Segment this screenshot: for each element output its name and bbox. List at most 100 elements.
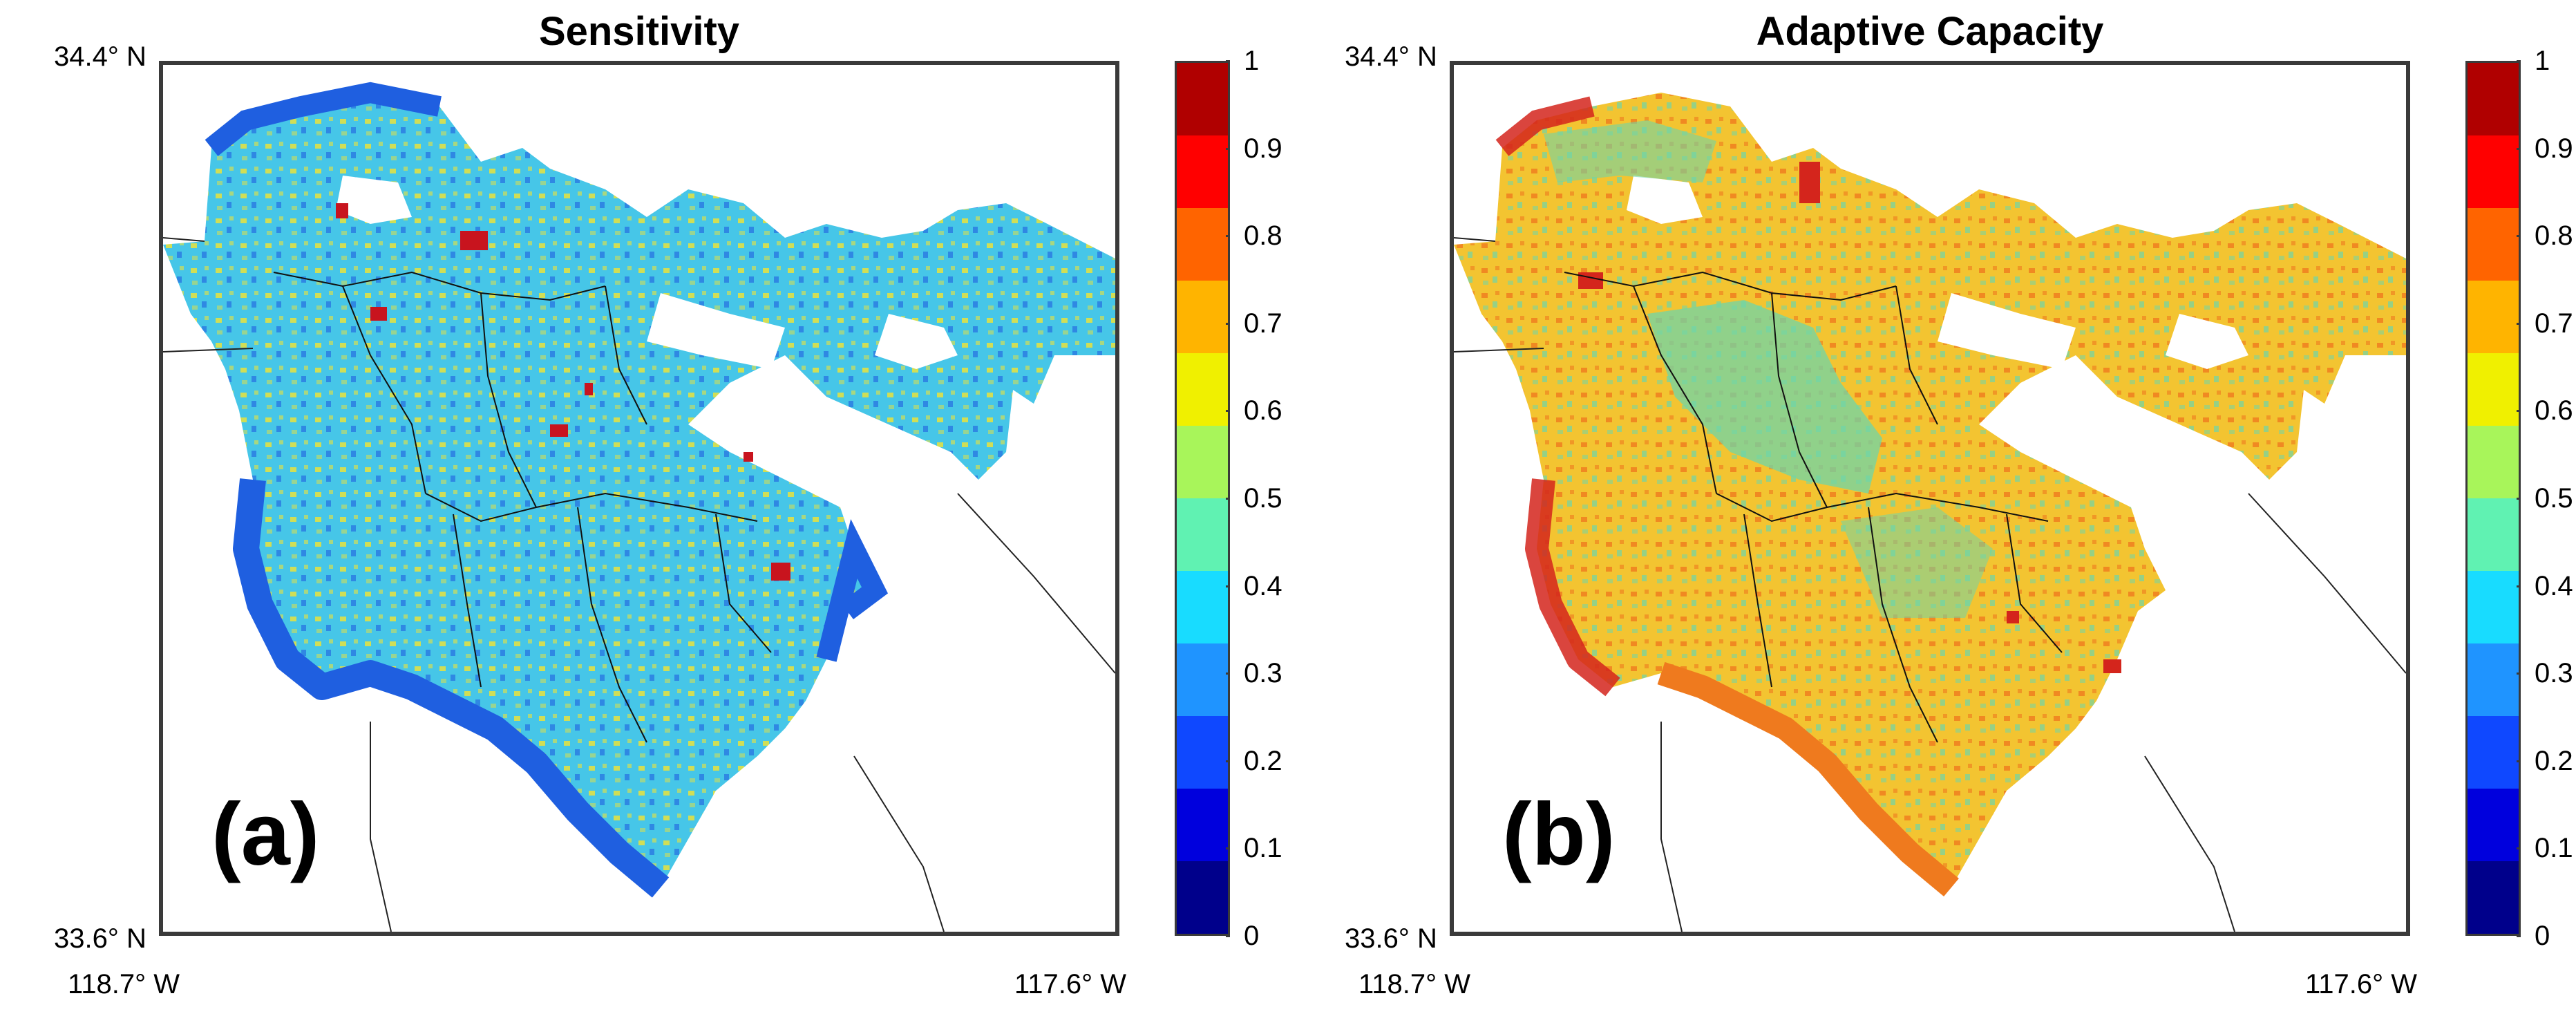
colorbar-tick-mark	[2517, 60, 2521, 62]
colorbar-segment	[2468, 498, 2519, 571]
district-boundaries	[273, 271, 772, 743]
colorbar-segment	[2468, 353, 2519, 426]
colorbar-tick-mark	[1226, 235, 1230, 238]
latitude-top-label: 34.4° N	[54, 41, 146, 72]
colorbar-tick-label: 0.7	[1244, 308, 1282, 339]
coastal-band	[1657, 661, 1959, 897]
coastal-band	[233, 478, 670, 898]
mountain-void	[647, 293, 785, 369]
colorbar-segment	[2468, 861, 2519, 934]
east-low-zone	[1841, 507, 1993, 618]
colorbar-tick-mark	[2517, 498, 2521, 500]
colorbar-tick-mark	[2517, 585, 2521, 587]
mountain-void	[875, 314, 958, 369]
colorbar	[1175, 61, 1230, 936]
foothill-band	[205, 82, 442, 156]
colorbar-segment	[1177, 643, 1228, 716]
colorbar-tick-label: 0.1	[2535, 833, 2573, 864]
colorbar-tick-label: 0.2	[2535, 745, 2573, 776]
mountain-void	[2166, 314, 2248, 369]
colorbar-tick-label: 0.8	[2535, 220, 2573, 252]
longitude-right-label: 117.6° W	[2305, 969, 2417, 999]
colorbar-tick-label: 1	[1244, 46, 1260, 76]
colorbar-tick-label: 0.8	[1244, 220, 1282, 252]
hotspot	[1578, 272, 1603, 289]
county-lines	[163, 237, 1115, 932]
colorbar-tick-label: 0.1	[1244, 833, 1282, 864]
colorbar-segment	[1177, 716, 1228, 789]
colorbar-segment	[1177, 498, 1228, 571]
colorbar-segment	[1177, 208, 1228, 281]
colorbar-tick-label: 0.9	[2535, 133, 2573, 164]
hotspot	[336, 203, 348, 218]
colorbar-tick-mark	[2517, 935, 2521, 937]
panel-a: Sensitivity 34.4° N 33.6° N 118.7° W 117…	[0, 0, 1285, 1025]
colorbar-segment	[2468, 571, 2519, 643]
colorbar-tick-mark	[1226, 147, 1230, 150]
county-map	[1454, 93, 2406, 932]
north-low-zone	[1544, 120, 1716, 182]
county-map	[163, 82, 1115, 932]
panel-title: Sensitivity	[538, 9, 740, 54]
longitude-left-label: 118.7° W	[1358, 969, 1470, 999]
colorbar-tick-mark	[2517, 673, 2521, 675]
colorbar-tick-mark	[1226, 322, 1230, 325]
colorbar-tick-mark	[2517, 235, 2521, 238]
foothill-band	[1495, 96, 1595, 156]
colorbar-tick-label: 0.3	[2535, 658, 2573, 689]
colorbar-tick-label: 0.5	[2535, 483, 2573, 514]
colorbar-tick-label: 0.5	[1244, 483, 1282, 514]
panel-b: Adaptive Capacity 34.4° N 33.6° N 118.7°…	[1291, 0, 2576, 1025]
colorbar-segment	[1177, 281, 1228, 353]
colorbar-tick-label: 0	[1244, 921, 1260, 951]
colorbar-segment	[1177, 135, 1228, 208]
colorbar-tick-label: 1	[2535, 46, 2550, 76]
longitude-left-label: 118.7° W	[68, 969, 180, 999]
panel-label: (b)	[1502, 785, 1616, 884]
mountain-void	[336, 176, 412, 224]
colorbar-tick-mark	[1226, 847, 1230, 850]
county-lines	[1454, 237, 2406, 932]
map-frame: (a)	[159, 61, 1119, 936]
colorbar-segment	[2468, 63, 2519, 135]
colorbar-tick-mark	[1226, 410, 1230, 413]
county-region	[1454, 93, 2406, 887]
panel-title: Adaptive Capacity	[1756, 9, 2104, 54]
colorbar-segment	[1177, 426, 1228, 498]
colorbar-segment	[2468, 281, 2519, 353]
latitude-bottom-label: 33.6° N	[1345, 923, 1437, 954]
hotspot	[771, 563, 790, 581]
county-region	[163, 93, 1115, 887]
hotspot	[2007, 611, 2019, 623]
colorbar-tick-label: 0.7	[2535, 308, 2573, 339]
longitude-right-label: 117.6° W	[1014, 969, 1126, 999]
map-frame: (b)	[1450, 61, 2410, 936]
colorbar-tick-mark	[1226, 60, 1230, 62]
hotspot	[585, 383, 593, 395]
central-low-zone	[1647, 300, 1882, 493]
colorbar-segment	[2468, 208, 2519, 281]
mountain-void	[1627, 176, 1703, 224]
colorbar-tick-mark	[2517, 847, 2521, 850]
colorbar-tick-mark	[2517, 410, 2521, 413]
colorbar-segment	[2468, 135, 2519, 208]
district-boundaries	[1564, 271, 2063, 743]
colorbar-tick-mark	[1226, 935, 1230, 937]
colorbar-tick-mark	[2517, 760, 2521, 762]
coastal-band	[1525, 478, 1620, 697]
hotspot	[370, 307, 387, 321]
colorbar-segment	[2468, 716, 2519, 789]
hotspot	[1799, 162, 1820, 203]
colorbar-tick-label: 0	[2535, 921, 2550, 951]
colorbar-tick-label: 0.9	[1244, 133, 1282, 164]
colorbar-segment	[2468, 789, 2519, 861]
colorbar-tick-mark	[1226, 673, 1230, 675]
mountain-void	[1938, 293, 2076, 369]
colorbar-segment	[1177, 353, 1228, 426]
colorbar-segment	[1177, 789, 1228, 861]
colorbar-tick-mark	[1226, 760, 1230, 762]
colorbar-segment	[1177, 63, 1228, 135]
panel-label: (a)	[211, 785, 320, 884]
colorbar-tick-label: 0.6	[1244, 395, 1282, 426]
colorbar-tick-mark	[2517, 322, 2521, 325]
